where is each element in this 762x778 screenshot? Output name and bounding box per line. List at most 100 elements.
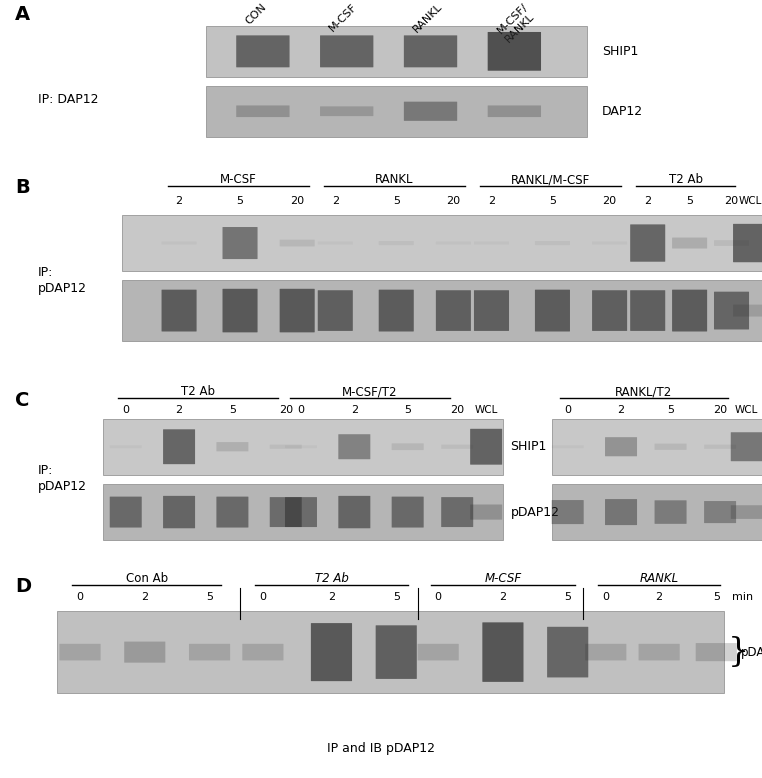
Text: 5: 5 <box>712 592 720 601</box>
FancyBboxPatch shape <box>189 644 230 661</box>
Text: M-CSF: M-CSF <box>328 2 360 33</box>
Text: IP:
pDAP12: IP: pDAP12 <box>38 464 87 493</box>
FancyBboxPatch shape <box>379 289 414 331</box>
FancyBboxPatch shape <box>672 237 707 248</box>
FancyBboxPatch shape <box>163 496 195 528</box>
Text: T2 Ab: T2 Ab <box>181 385 215 398</box>
Text: 5: 5 <box>229 405 236 415</box>
Text: 2: 2 <box>488 196 495 206</box>
FancyBboxPatch shape <box>547 627 588 678</box>
Bar <box>122 280 762 341</box>
FancyBboxPatch shape <box>655 443 687 450</box>
Bar <box>206 86 587 137</box>
FancyBboxPatch shape <box>59 644 101 661</box>
Text: WCL: WCL <box>739 196 762 206</box>
FancyBboxPatch shape <box>162 289 197 331</box>
FancyBboxPatch shape <box>223 227 258 259</box>
FancyBboxPatch shape <box>655 500 687 524</box>
FancyBboxPatch shape <box>311 623 352 682</box>
Text: 2: 2 <box>351 405 358 415</box>
FancyBboxPatch shape <box>280 289 315 332</box>
FancyBboxPatch shape <box>488 106 541 117</box>
FancyBboxPatch shape <box>418 644 459 661</box>
Text: IP:
pDAP12: IP: pDAP12 <box>38 265 87 295</box>
FancyBboxPatch shape <box>223 289 258 332</box>
FancyBboxPatch shape <box>482 622 523 682</box>
FancyBboxPatch shape <box>318 290 353 331</box>
FancyBboxPatch shape <box>605 499 637 525</box>
Text: 2: 2 <box>331 196 339 206</box>
Text: T2 Ab: T2 Ab <box>315 572 348 585</box>
FancyBboxPatch shape <box>733 224 762 262</box>
FancyBboxPatch shape <box>110 496 142 527</box>
FancyBboxPatch shape <box>733 305 762 317</box>
Text: 5: 5 <box>392 592 400 601</box>
FancyBboxPatch shape <box>392 443 424 450</box>
FancyBboxPatch shape <box>535 289 570 331</box>
Text: 5: 5 <box>686 196 693 206</box>
Text: 5: 5 <box>667 405 674 415</box>
Text: 5: 5 <box>392 196 400 206</box>
FancyBboxPatch shape <box>714 292 749 330</box>
Text: B: B <box>15 177 30 197</box>
FancyBboxPatch shape <box>270 444 302 449</box>
Text: 20: 20 <box>603 196 616 206</box>
Text: 2: 2 <box>499 592 507 601</box>
FancyBboxPatch shape <box>585 644 626 661</box>
Text: 0: 0 <box>564 405 572 415</box>
FancyBboxPatch shape <box>320 107 373 116</box>
FancyBboxPatch shape <box>474 290 509 331</box>
Text: C: C <box>15 391 30 410</box>
FancyBboxPatch shape <box>630 290 665 331</box>
Text: 0: 0 <box>602 592 610 601</box>
FancyBboxPatch shape <box>285 497 317 527</box>
FancyBboxPatch shape <box>216 496 248 527</box>
Text: SHIP1: SHIP1 <box>602 45 639 58</box>
FancyBboxPatch shape <box>731 433 762 461</box>
FancyBboxPatch shape <box>731 505 762 519</box>
Text: RANKL/M-CSF: RANKL/M-CSF <box>511 173 591 187</box>
Text: 20: 20 <box>290 196 304 206</box>
FancyBboxPatch shape <box>404 102 457 121</box>
FancyBboxPatch shape <box>441 497 473 527</box>
Text: M-CSF/T2: M-CSF/T2 <box>342 385 397 398</box>
FancyBboxPatch shape <box>376 626 417 679</box>
Text: pDAP12: pDAP12 <box>741 646 762 659</box>
Text: 5: 5 <box>236 196 244 206</box>
FancyBboxPatch shape <box>379 241 414 245</box>
FancyBboxPatch shape <box>392 496 424 527</box>
Text: M-CSF/
RANKL: M-CSF/ RANKL <box>495 2 538 44</box>
Text: CON: CON <box>244 2 268 26</box>
Text: 0: 0 <box>434 592 442 601</box>
Bar <box>122 215 762 272</box>
Text: IP and IB pDAP12: IP and IB pDAP12 <box>327 741 435 755</box>
FancyBboxPatch shape <box>320 35 373 68</box>
Text: 20: 20 <box>450 405 464 415</box>
Text: 5: 5 <box>404 405 411 415</box>
Text: DAP12: DAP12 <box>602 105 643 117</box>
Bar <box>552 419 762 475</box>
FancyBboxPatch shape <box>280 240 315 247</box>
Text: 2: 2 <box>175 405 183 415</box>
FancyBboxPatch shape <box>535 241 570 245</box>
FancyBboxPatch shape <box>470 429 502 464</box>
FancyBboxPatch shape <box>338 496 370 528</box>
Bar <box>57 611 724 693</box>
FancyBboxPatch shape <box>236 35 290 68</box>
Text: min: min <box>732 592 753 601</box>
Text: 2: 2 <box>617 405 625 415</box>
Text: WCL: WCL <box>475 405 498 415</box>
Text: RANKL/T2: RANKL/T2 <box>615 385 673 398</box>
Text: 0: 0 <box>259 592 267 601</box>
Text: 20: 20 <box>713 405 727 415</box>
Text: RANKL: RANKL <box>639 572 679 585</box>
Text: 20: 20 <box>447 196 460 206</box>
Text: M-CSF: M-CSF <box>485 572 521 585</box>
Text: 2: 2 <box>175 196 183 206</box>
FancyBboxPatch shape <box>436 290 471 331</box>
Text: 5: 5 <box>549 196 556 206</box>
Text: 20: 20 <box>725 196 738 206</box>
Text: A: A <box>15 5 30 24</box>
FancyBboxPatch shape <box>216 442 248 451</box>
FancyBboxPatch shape <box>592 290 627 331</box>
